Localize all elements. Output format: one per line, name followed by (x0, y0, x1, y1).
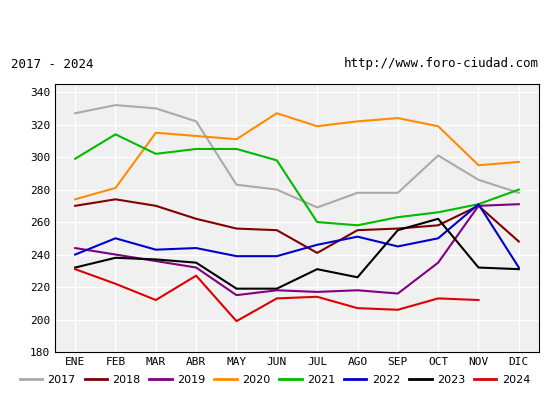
Legend: 2017, 2018, 2019, 2020, 2021, 2022, 2023, 2024: 2017, 2018, 2019, 2020, 2021, 2022, 2023… (15, 370, 535, 390)
Text: http://www.foro-ciudad.com: http://www.foro-ciudad.com (344, 58, 539, 70)
Text: 2017 - 2024: 2017 - 2024 (11, 58, 94, 70)
Text: Evolucion del paro registrado en Caniles: Evolucion del paro registrado en Caniles (75, 15, 475, 33)
